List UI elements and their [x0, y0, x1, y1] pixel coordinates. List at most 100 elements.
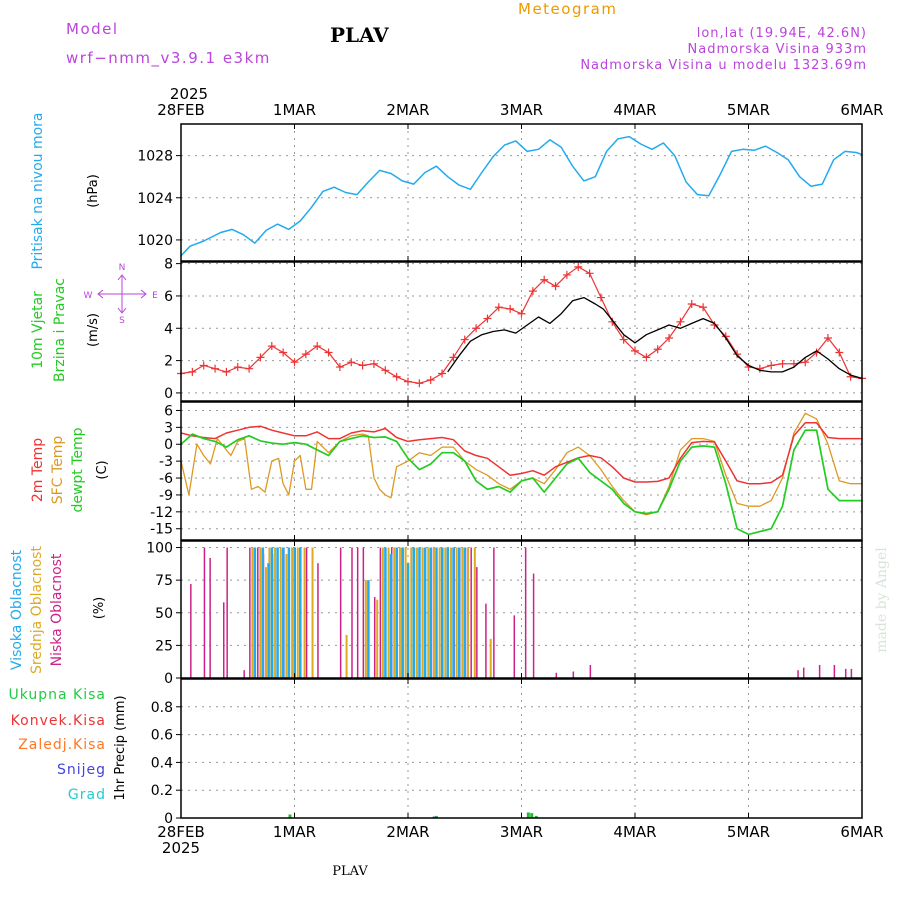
legend-konvek-kisa: Konvek.Kisa — [11, 713, 106, 729]
dewpt-temp-line — [180, 429, 862, 536]
wind-title-2: Brzina i Pravac — [52, 278, 68, 382]
cloud-bar — [423, 547, 427, 678]
cloud-bar — [226, 547, 228, 678]
precip-bar — [530, 813, 534, 818]
wind-gust-marker — [256, 353, 265, 362]
panel-frames: 10201024102802468630-3-6-9-12-1502550751… — [137, 123, 863, 827]
wind-gust-marker — [369, 359, 378, 368]
legend-ukupna-kisa: Ukupna Kisa — [8, 687, 106, 703]
watermark: made by Angel — [874, 547, 890, 653]
wind-gust-marker — [301, 350, 310, 359]
wind-gust-marker — [347, 358, 356, 367]
wind-gust-marker — [483, 314, 492, 323]
wind-speed-line — [447, 296, 863, 380]
precip-panel — [288, 812, 538, 818]
y-tick-label: -15 — [150, 522, 173, 538]
wind-gust-marker — [767, 361, 776, 370]
wind-gust-marker — [846, 372, 855, 381]
y-tick-label: -3 — [159, 454, 173, 470]
y-tick-label: 4 — [164, 321, 173, 337]
wind-gust-marker — [426, 375, 435, 384]
y-tick-label: 25 — [155, 638, 173, 654]
wind-gust-marker — [449, 353, 458, 362]
cloud-bar — [384, 547, 387, 678]
y-tick-label: -12 — [150, 505, 173, 521]
grid-layer — [181, 124, 862, 819]
wind-gust-marker — [222, 367, 231, 376]
cloud-bar — [339, 547, 342, 678]
cloud-bar — [293, 547, 296, 678]
cloud-bar — [274, 547, 277, 678]
cloud-bar — [345, 634, 348, 678]
cloud-bar — [555, 672, 558, 678]
wind-gust-marker — [506, 304, 515, 313]
cloud-bar — [421, 547, 424, 678]
y-tick-label: -9 — [159, 488, 173, 504]
cloud-bar — [351, 547, 353, 678]
wind-gust-marker — [313, 342, 322, 351]
cloud-bar — [311, 547, 314, 678]
time-label-top: 6MAR — [840, 101, 883, 119]
pressure-title: Pritisak na nivou mora — [30, 112, 46, 269]
wind-gust-marker — [653, 345, 662, 354]
wind-gust-marker — [517, 309, 526, 318]
cloud-bar — [818, 664, 821, 678]
top-time-labels: 28FEB 1MAR 2MAR 3MAR 4MAR 5MAR 6MAR — [157, 101, 883, 119]
wind-gust-marker — [574, 262, 583, 271]
wind-gust-marker — [381, 366, 390, 375]
cloud-bar — [461, 547, 464, 678]
wind-gust-marker — [460, 335, 469, 344]
y-tick-label: 0.6 — [151, 728, 173, 744]
elevation-label: Nadmorska Visina 933m — [688, 42, 868, 57]
cloud-bar — [446, 547, 450, 678]
panel-frame — [180, 401, 863, 541]
cloud-bar — [243, 670, 245, 678]
cloud-bar — [287, 547, 291, 678]
cloud-bar — [299, 547, 302, 678]
temp-title-2m: 2m Temp — [30, 438, 46, 502]
cloud-bar — [850, 668, 853, 678]
wind-gust-marker — [835, 348, 844, 357]
cloud-bar — [457, 547, 461, 678]
cloud-bar — [440, 547, 444, 678]
cloud-bar — [190, 584, 192, 678]
cloud-bar — [429, 547, 433, 678]
temp-title-sfc: SFC Temp — [50, 436, 66, 505]
cloud-bar — [404, 547, 407, 678]
cloud-bar — [364, 580, 367, 678]
wind-gust-marker — [324, 348, 333, 357]
cloud-bar — [493, 547, 495, 678]
cloud-bar — [797, 670, 799, 678]
y-tick-label: 0 — [164, 386, 173, 402]
cloud-bar — [381, 547, 384, 678]
cloud-bar — [449, 547, 452, 678]
wind-gust-marker — [438, 369, 447, 378]
cloud-bar — [802, 667, 805, 678]
time-label-bottom: 2MAR — [386, 823, 429, 841]
temperature-panel — [180, 412, 862, 536]
panel-frame — [180, 123, 863, 262]
cloud-bar — [572, 671, 575, 678]
cloud-bar — [532, 573, 535, 678]
cloud-bar — [393, 547, 396, 678]
precip-bar — [434, 815, 438, 818]
time-label-top: 2MAR — [386, 101, 429, 119]
cloud-bar — [305, 547, 308, 678]
cloud-bar — [276, 547, 279, 678]
cloud-bar — [253, 547, 257, 678]
cloud-bar — [389, 554, 393, 678]
wind-gust-marker — [211, 364, 220, 373]
cloud-bar — [395, 547, 399, 678]
cloud-bar — [463, 547, 467, 678]
cloud-bar — [406, 563, 410, 678]
wind-gust-marker — [494, 303, 503, 312]
time-label-top: 1MAR — [273, 101, 316, 119]
y-tick-label: 1024 — [137, 191, 173, 207]
cloud-bar — [470, 547, 472, 678]
cloud-bar — [489, 638, 492, 678]
footer-station: PLAV — [332, 864, 368, 879]
cloud-bar — [285, 554, 288, 678]
time-label-top: 28FEB — [157, 101, 204, 119]
sfc-temp-line — [180, 412, 862, 516]
